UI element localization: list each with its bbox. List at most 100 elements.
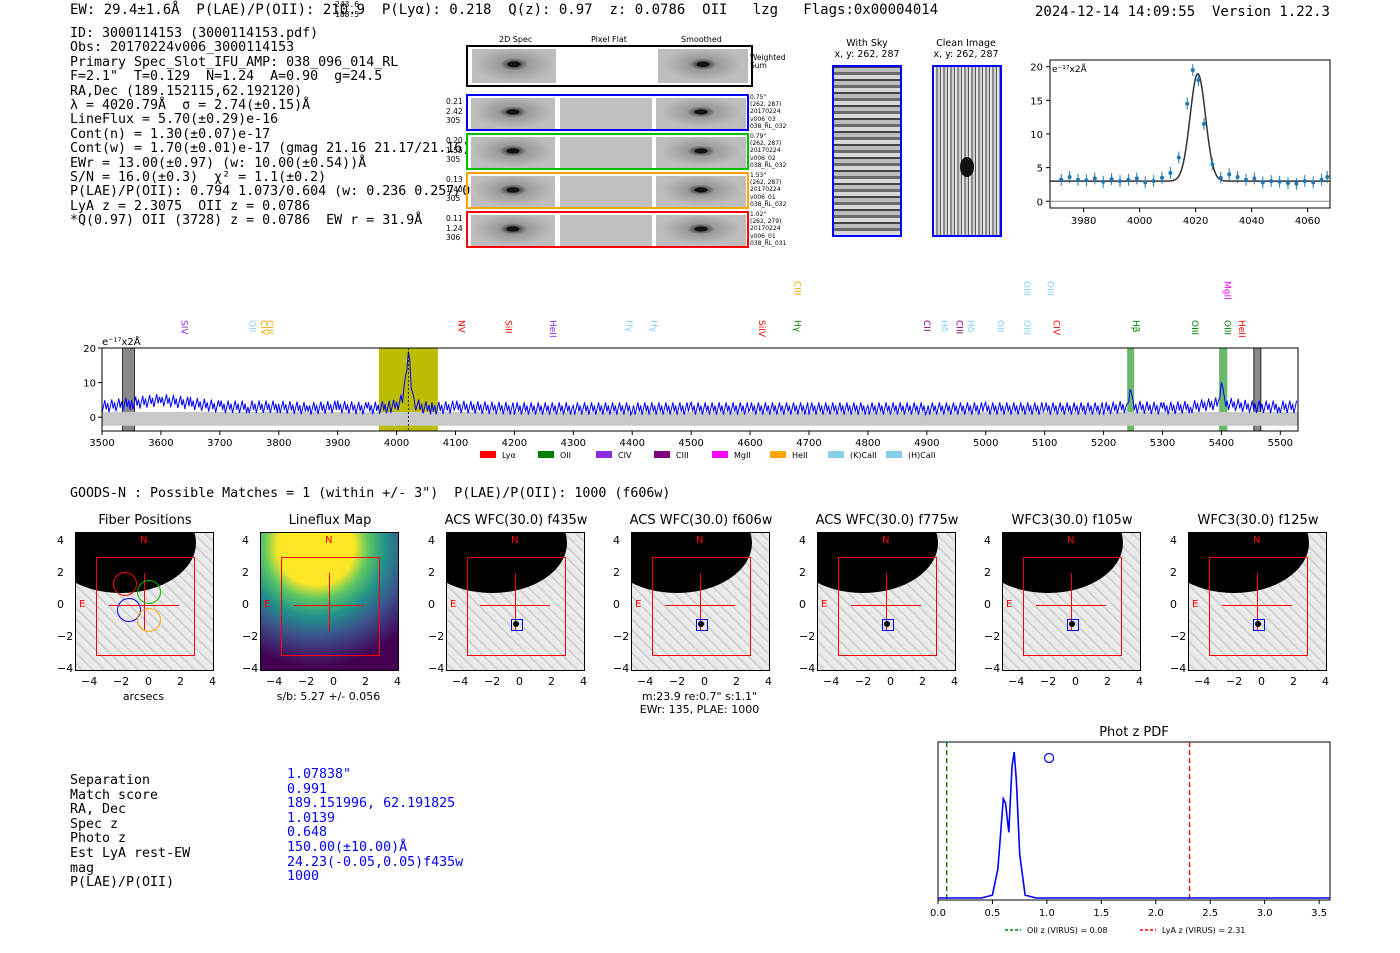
x-tick-label: 3900 <box>325 438 350 449</box>
stat-value: 305 <box>446 116 461 125</box>
y-tick-label: 4 <box>984 534 991 547</box>
match-label: Match score <box>70 787 159 803</box>
y-tick-label: 4 <box>799 534 806 547</box>
x-tick-label: 4 <box>765 675 772 688</box>
meta-value: 1.53" <box>750 172 767 179</box>
y-unit-label: e⁻¹⁷x2Å <box>1052 63 1088 75</box>
legend-swatch <box>770 451 786 458</box>
legend-swatch <box>480 451 496 458</box>
x-tick-label: 0 <box>330 675 337 688</box>
y-tick-label: 2 <box>984 566 991 579</box>
data-point <box>1160 175 1164 180</box>
plot-frame <box>101 347 1299 432</box>
emission-line-label: NV <box>455 320 465 334</box>
detection-info: ID: 3000114153 (3000114153.pdf) Obs: 2017… <box>70 26 510 228</box>
match-value: 1.0139 <box>287 810 336 826</box>
data-point <box>1059 177 1064 182</box>
emission-line-label: Hδ <box>939 320 949 333</box>
image-panel-xlabel2: EWr: 135, PLAE: 1000 <box>639 703 760 716</box>
x-tick-label: 2 <box>1290 675 1297 688</box>
image-panel-xlabel: s/b: 5.27 +/- 0.056 <box>276 690 381 703</box>
data-point <box>1302 179 1307 184</box>
data-point <box>1101 179 1106 184</box>
ew-sup: 243.6 <box>335 0 360 9</box>
legend-label: CIII <box>676 451 689 460</box>
x-tick-label: 4900 <box>914 438 939 449</box>
y-tick-label: 15 <box>1030 96 1043 107</box>
x-tick-label: 3.5 <box>1311 908 1327 919</box>
emission-line-label: SiIV <box>756 320 766 338</box>
x-tick-label: 2 <box>362 675 369 688</box>
emission-line-label: OIII <box>1021 320 1031 335</box>
spectrum-row <box>466 211 749 248</box>
info-line: S/N = 16.0(±0.3) χ² = 1.1(±0.2) <box>70 169 327 185</box>
summary-header-text: EW: 29.4±1.6Å P(LAE)/P(OII): 210.9 P(Lyα… <box>70 2 939 18</box>
east-label: E <box>264 599 271 610</box>
y-tick-label: −2 <box>1170 630 1187 643</box>
match-value: 1.07838" <box>287 767 352 782</box>
x-tick-label: −2 <box>113 675 130 688</box>
data-point <box>1134 176 1139 181</box>
data-point <box>1218 175 1223 180</box>
stat-value: 0.13 <box>446 175 463 184</box>
spectrum-row <box>466 133 749 170</box>
fiber-circle <box>113 572 137 596</box>
info-line: Obs: 20170224v006_3000114153 <box>70 40 295 56</box>
spectrum-row-meta: 0.79" (262, 287) 20170224 v006_02 038_RL_032 <box>750 133 786 169</box>
col-header-smoothed: Smoothed <box>681 35 722 44</box>
meta-value: v006_01 <box>750 193 776 201</box>
east-label: E <box>1006 599 1013 610</box>
clean-image-title: Clean Image <box>936 38 996 49</box>
x-tick-label: 0.5 <box>984 908 1000 919</box>
x-tick-label: 0 <box>1258 675 1265 688</box>
col-header-2dspec: 2D Spec <box>499 35 533 44</box>
data-point <box>1210 162 1215 167</box>
emission-line-label: CIV <box>258 320 268 336</box>
match-label: RA, Dec <box>70 802 127 818</box>
info-line: LineFlux = 5.70(±0.29)e-16 <box>70 112 279 128</box>
spectrum-2d-stamp <box>471 98 555 129</box>
image-panel-xlabel: m:23.9 re:0.7" s:1.1" <box>641 690 758 703</box>
emission-line-label: SiII <box>503 320 513 334</box>
y-tick-label: −4 <box>799 662 816 675</box>
north-label: N <box>140 535 148 546</box>
stat-value: 305 <box>446 155 461 164</box>
match-label: mag <box>70 860 95 876</box>
match-label: Est LyA rest-EW <box>70 845 191 861</box>
x-tick-label: −4 <box>823 675 840 688</box>
image-panel-title: WFC3(30.0) f125w <box>1197 513 1319 528</box>
match-values: 1.07838" 0.991 189.151996, 62.191825 1.0139… <box>287 767 463 885</box>
data-point <box>1196 78 1201 83</box>
emission-line-label: OIII <box>1021 281 1031 296</box>
x-tick-label: 4700 <box>796 438 821 449</box>
x-tick-label: 4600 <box>737 438 762 449</box>
x-tick-label: −4 <box>81 675 98 688</box>
x-tick-label: 2 <box>919 675 926 688</box>
emission-line-label: Hδ <box>965 320 975 333</box>
y-tick-label: 2 <box>1170 566 1177 579</box>
match-label: P(LAE)/P(OII) <box>70 875 175 891</box>
info-line: Primary Spec_Slot_IFU_AMP: 038_096_014_R… <box>70 54 399 70</box>
y-unit-label: e⁻¹⁷x2Å <box>102 335 141 348</box>
y-tick-label: 4 <box>242 534 249 547</box>
meta-value: (262, 287) <box>750 101 782 109</box>
x-tick-label: 5400 <box>1209 438 1234 449</box>
y-tick-label: 10 <box>1030 130 1043 141</box>
emission-line-label: HeII <box>1236 320 1246 338</box>
aperture-box <box>96 557 195 656</box>
x-tick-label: 3980 <box>1071 216 1096 227</box>
meta-value: (262, 279) <box>750 218 782 226</box>
y-tick-label: 20 <box>83 344 96 355</box>
x-tick-label: 2 <box>177 675 184 688</box>
y-tick-label: 0 <box>1037 197 1043 208</box>
x-tick-label: 5000 <box>973 438 998 449</box>
y-tick-label: 0 <box>1170 598 1177 611</box>
spectrum-line <box>101 351 1298 417</box>
y-tick-label: 0 <box>799 598 806 611</box>
x-tick-label: 0.0 <box>930 908 946 919</box>
spectra-cutout-panel: 2D Spec Pixel Flat Smoothed Weighted Sum… <box>444 32 786 257</box>
pdf-line <box>938 751 1330 899</box>
data-point <box>1176 155 1181 160</box>
smoothed-stamp <box>656 176 746 207</box>
